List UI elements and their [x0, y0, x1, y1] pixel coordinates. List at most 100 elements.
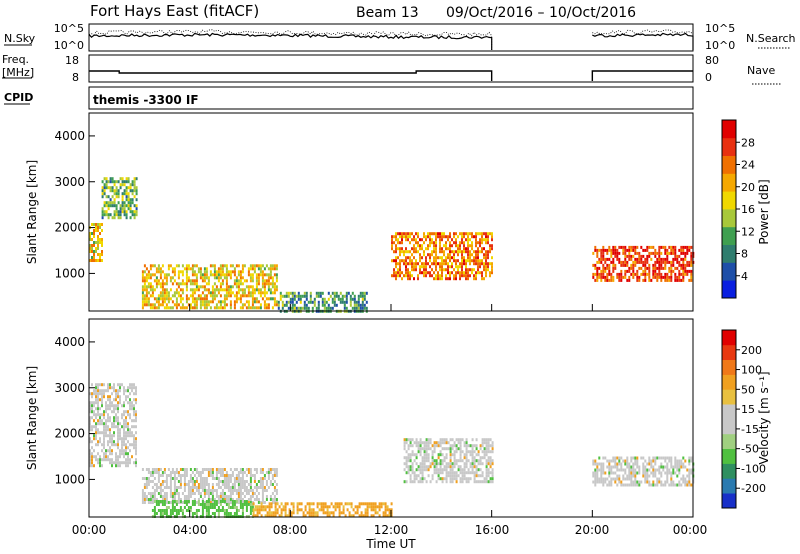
heatmap-cell [345, 300, 348, 304]
heatmap-cell [606, 459, 609, 463]
heatmap-cell [261, 468, 264, 471]
heatmap-cell [642, 465, 645, 469]
heatmap-cell [267, 477, 270, 480]
heatmap-cell [268, 502, 271, 506]
heatmap-cell [455, 471, 458, 475]
heatmap-cell [443, 259, 445, 263]
heatmap-cell [405, 247, 407, 251]
heatmap-cell [334, 502, 337, 506]
heatmap-cell [251, 303, 254, 307]
heatmap-cell [421, 471, 424, 475]
heatmap-cell [341, 297, 344, 301]
colorbar-swatch [722, 448, 736, 464]
heatmap-cell [471, 447, 474, 451]
heatmap-cell [351, 306, 354, 310]
heatmap-cell [207, 276, 210, 280]
heatmap-cell [229, 294, 232, 298]
heatmap-cell [471, 459, 474, 463]
heatmap-cell [338, 505, 341, 509]
heatmap-cell [308, 502, 311, 506]
heatmap-cell [203, 501, 206, 504]
heatmap-cell [201, 300, 204, 304]
heatmap-cell [107, 425, 109, 429]
colorbar-swatch [722, 244, 736, 263]
heatmap-cell [378, 502, 381, 506]
heatmap-cell [197, 489, 200, 492]
heatmap-cell [133, 386, 135, 390]
heatmap-cell [258, 505, 261, 509]
heatmap-cell [465, 232, 467, 236]
heatmap-cell [225, 495, 228, 498]
heatmap-cell [305, 294, 308, 298]
heatmap-cell [209, 492, 212, 495]
heatmap-cell [179, 288, 182, 292]
heatmap-cell [199, 477, 202, 480]
heatmap-cell [161, 489, 164, 492]
heatmap-cell [237, 477, 240, 480]
heatmap-cell [658, 263, 661, 267]
heatmap-cell [632, 480, 635, 484]
heatmap-cell [215, 468, 218, 471]
heatmap-cell [163, 492, 166, 495]
heatmap-cell [407, 468, 410, 472]
heatmap-cell [135, 431, 137, 435]
heatmap-cell [335, 294, 338, 298]
heatmap-cell [666, 251, 669, 255]
heatmap-cell [121, 446, 123, 450]
heatmap-cell [308, 511, 311, 515]
heatmap-cell [271, 285, 274, 289]
heatmap-cell [125, 195, 128, 199]
heatmap-cell [666, 474, 669, 478]
heatmap-cell [453, 471, 456, 475]
heatmap-cell [241, 486, 244, 489]
heatmap-cell [275, 468, 278, 471]
heatmap-cell [439, 241, 441, 245]
heatmap-cell [457, 271, 459, 275]
heatmap-cell [427, 465, 430, 469]
heatmap-cell [485, 241, 487, 245]
heatmap-cell [443, 465, 446, 469]
heatmap-cell [658, 477, 661, 481]
heatmap-cell [288, 511, 291, 515]
heatmap-cell [229, 273, 232, 277]
heatmap-cell [453, 477, 456, 481]
heatmap-cell [123, 455, 125, 459]
heatmap-cell [235, 282, 238, 286]
heatmap-cell [411, 462, 414, 466]
heatmap-cell [101, 419, 103, 423]
heatmap-cell [219, 264, 222, 268]
heatmap-cell [648, 483, 651, 487]
heatmap-cell [644, 275, 647, 279]
heatmap-cell [195, 486, 198, 489]
heatmap-cell [101, 458, 103, 462]
heatmap-cell [252, 511, 255, 515]
heatmap-cell [624, 245, 627, 249]
heatmap-cell [360, 511, 363, 515]
heatmap-cell [259, 267, 262, 271]
heatmap-cell [231, 506, 234, 509]
heatmap-cell [221, 273, 224, 277]
heatmap-cell [433, 444, 436, 448]
heatmap-cell [257, 486, 260, 489]
heatmap-cell [225, 303, 228, 307]
heatmap-cell [133, 180, 136, 184]
heatmap-cell [165, 492, 168, 495]
heatmap-cell [654, 269, 657, 273]
heatmap-cell [453, 253, 455, 257]
heatmap-cell [628, 474, 631, 478]
heatmap-cell [231, 483, 234, 486]
heatmap-cell [163, 495, 166, 498]
heatmap-cell [169, 279, 172, 283]
heatmap-cell [233, 294, 236, 298]
heatmap-cell [133, 443, 135, 447]
heatmap-cell [257, 288, 260, 292]
heatmap-cell [191, 294, 194, 298]
heatmap-cell [103, 443, 105, 447]
heatmap-cell [89, 404, 91, 408]
heatmap-cell [413, 265, 415, 269]
heatmap-cell [205, 306, 208, 310]
heatmap-cell [229, 501, 232, 504]
heatmap-cell [215, 288, 218, 292]
heatmap-cell [221, 468, 224, 471]
heatmap-cell [471, 462, 474, 466]
